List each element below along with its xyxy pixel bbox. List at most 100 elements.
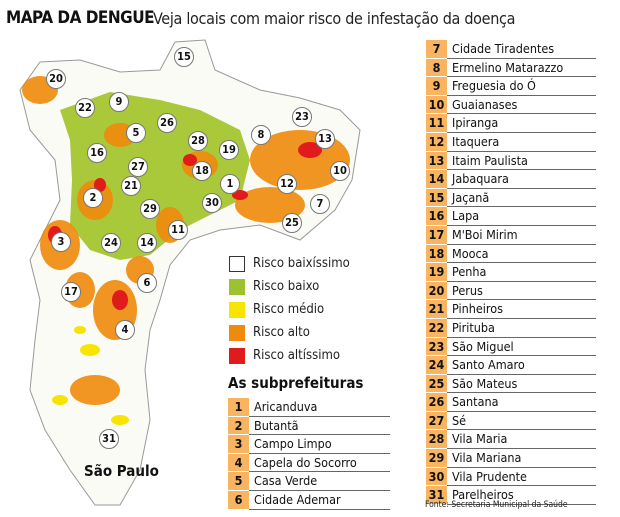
map-marker: 13	[315, 129, 335, 149]
subprefeitura-name: Perus	[447, 282, 596, 301]
subprefeitura-name: Santana	[447, 393, 596, 412]
subprefeitura-name: Capela do Socorro	[249, 454, 390, 473]
subprefeitura-row: 8 Ermelino Matarazzo	[426, 58, 596, 78]
subprefeitura-number: 22	[426, 318, 447, 338]
subprefeitura-number: 17	[426, 225, 447, 245]
subprefeitura-number: 6	[228, 490, 249, 510]
subprefeitura-name: São Miguel	[447, 338, 596, 357]
map-marker: 3	[51, 232, 71, 252]
subprefeitura-name: Ermelino Matarazzo	[447, 59, 596, 78]
subprefeitura-name: Butantã	[249, 417, 390, 436]
legend-swatch	[229, 324, 245, 341]
legend-item: Risco altíssimo	[229, 344, 350, 367]
subprefeitura-row: 23 São Miguel	[426, 337, 596, 357]
legend-swatch	[229, 301, 245, 318]
subprefeitura-number: 15	[426, 188, 447, 208]
subprefeitura-number: 2	[228, 416, 249, 436]
subprefeitura-name: Freguesia do Ó	[447, 77, 596, 96]
subprefeitura-number: 4	[228, 453, 249, 473]
subprefeitura-row: 24 Santo Amaro	[426, 356, 596, 375]
map-marker: 16	[87, 143, 107, 163]
subprefeitura-name: Ipiranga	[447, 114, 596, 133]
subprefeitura-number: 11	[426, 114, 447, 133]
map-marker: 15	[174, 47, 194, 67]
map-marker: 7	[310, 194, 330, 214]
subprefeitura-number: 21	[426, 300, 447, 319]
legend-item: Risco baixo	[229, 275, 350, 298]
map-marker: 11	[168, 220, 188, 240]
subprefeitura-row: 28 Vila Maria	[426, 430, 596, 450]
subprefeitura-number: 19	[426, 263, 447, 282]
subprefeitura-row: 17 M'Boi Mirim	[426, 225, 596, 245]
subprefeitura-name: Aricanduva	[249, 398, 390, 417]
map-marker: 6	[137, 273, 157, 293]
legend-swatch	[229, 347, 245, 364]
subprefeitura-name: Jaçanã	[447, 189, 596, 208]
subprefeitura-name: Mooca	[447, 245, 596, 264]
legend-item: Risco alto	[229, 321, 350, 344]
map-marker: 28	[188, 131, 208, 151]
subprefeitura-name: Pirituba	[447, 319, 596, 338]
map-marker: 1	[220, 174, 240, 194]
map-marker: 31	[99, 429, 119, 449]
subprefeitura-row: 25 São Mateus	[426, 374, 596, 394]
subprefeitura-row: 7 Cidade Tiradentes	[426, 40, 596, 59]
subprefeitura-row: 29 Vila Mariana	[426, 449, 596, 468]
subprefeitura-number: 10	[426, 95, 447, 115]
subprefeitura-number: 30	[426, 467, 447, 487]
legend-label: Risco médio	[253, 302, 325, 317]
subprefeitura-row: 31 Parelheiros	[426, 486, 596, 505]
subprefeitura-name: Lapa	[447, 207, 596, 226]
subtitle: Veja locais com maior risco de infestaçã…	[153, 9, 516, 28]
subprefeitura-row: 15 Jaçanã	[426, 188, 596, 208]
subprefeitura-row: 10 Guaianases	[426, 95, 596, 115]
source-note: Fonte: Secretaria Municipal da Saúde	[425, 500, 568, 510]
subprefeitura-row: 27 Sé	[426, 411, 596, 431]
subprefeitura-number: 24	[426, 356, 447, 375]
map-marker: 4	[115, 320, 135, 340]
subprefeitura-number: 1	[228, 398, 249, 417]
subprefeitura-row: 13 Itaim Paulista	[426, 151, 596, 171]
legend-item: Risco médio	[229, 298, 350, 321]
subprefeitura-name: Itaquera	[447, 133, 596, 152]
map-marker: 18	[192, 161, 212, 181]
subprefeitura-number: 27	[426, 411, 447, 431]
subprefeituras-heading: As subprefeituras	[228, 374, 364, 392]
map-marker: 9	[109, 92, 129, 112]
subprefeitura-number: 14	[426, 170, 447, 189]
subprefeitura-name: M'Boi Mirim	[447, 226, 596, 245]
subprefeitura-name: Pinheiros	[447, 300, 596, 319]
map-marker: 20	[46, 69, 66, 89]
subprefeitura-number: 13	[426, 151, 447, 171]
map-marker: 30	[202, 193, 222, 213]
subprefeitura-row: 2 Butantã	[228, 416, 390, 436]
subprefeitura-name: Vila Maria	[447, 430, 596, 450]
subprefeitura-row: 14 Jabaquara	[426, 170, 596, 189]
subprefeitura-name: Santo Amaro	[447, 356, 596, 375]
subprefeitura-name: Itaim Paulista	[447, 152, 596, 171]
subprefeitura-row: 4 Capela do Socorro	[228, 453, 390, 473]
map-marker: 21	[121, 176, 141, 196]
map-marker: 8	[251, 125, 271, 145]
subprefeitura-number: 31	[426, 486, 447, 505]
subprefeituras-list-right: 7 Cidade Tiradentes 8 Ermelino Matarazzo 9 Fr…	[426, 40, 596, 505]
medium-risk-patches	[52, 326, 129, 425]
subprefeitura-number: 5	[228, 472, 249, 491]
subprefeitura-number: 16	[426, 207, 447, 226]
subprefeitura-number: 23	[426, 337, 447, 357]
subprefeitura-row: 22 Pirituba	[426, 318, 596, 338]
subprefeitura-name: Campo Limpo	[249, 435, 390, 454]
subprefeitura-row: 30 Vila Prudente	[426, 467, 596, 487]
legend-swatch	[229, 255, 245, 272]
map-marker: 24	[101, 233, 121, 253]
subprefeitura-number: 8	[426, 58, 447, 78]
subprefeitura-number: 28	[426, 430, 447, 450]
subprefeitura-row: 16 Lapa	[426, 207, 596, 226]
subprefeitura-name: São Mateus	[447, 375, 596, 394]
subprefeitura-name: Casa Verde	[249, 472, 390, 491]
subprefeitura-name: Cidade Ademar	[249, 491, 390, 510]
map-marker: 17	[61, 282, 81, 302]
legend-swatch	[229, 278, 245, 295]
subprefeitura-row: 11 Ipiranga	[426, 114, 596, 133]
